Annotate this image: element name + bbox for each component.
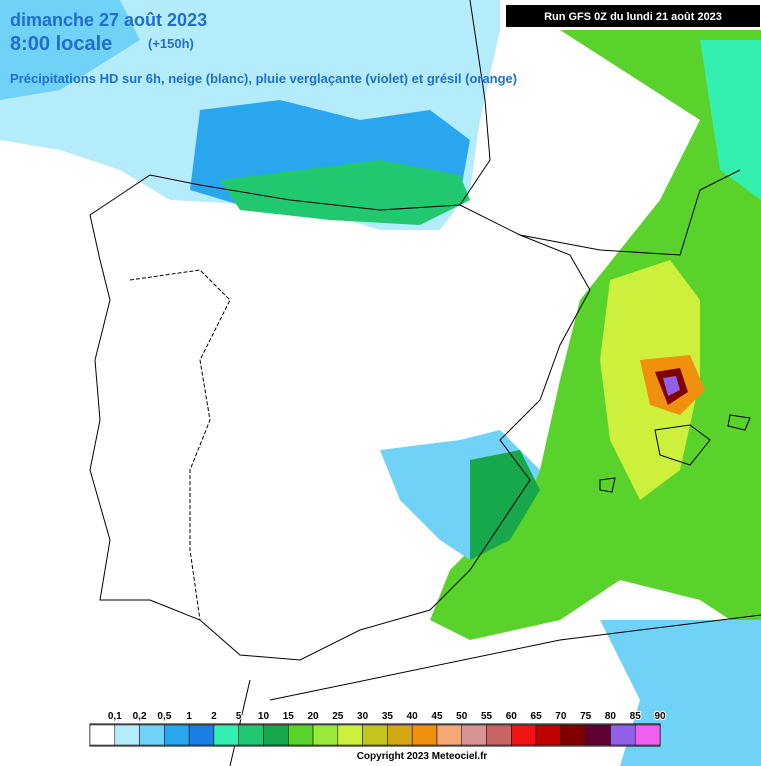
legend-label: 15 [283, 711, 295, 722]
legend-label: 60 [506, 711, 518, 722]
lead-time: (+150h) [148, 36, 194, 51]
legend-label: 30 [357, 711, 369, 722]
legend-swatch [461, 724, 487, 746]
legend-swatch [188, 724, 215, 746]
legend-label: 0,2 [133, 711, 147, 722]
legend-swatch [288, 724, 314, 746]
legend-label: 1 [186, 711, 192, 722]
legend-label: 90 [654, 711, 666, 722]
legend-label: 70 [555, 711, 567, 722]
legend-swatch [213, 724, 239, 746]
legend-label: 20 [307, 711, 319, 722]
time: 8:00 locale [10, 33, 112, 55]
legend-swatch [634, 724, 661, 746]
legend-swatch [560, 724, 586, 746]
run-box [506, 5, 760, 27]
copyright: Copyright 2023 Meteociel.fr [357, 751, 488, 762]
legend-swatch [411, 724, 438, 746]
legend-swatch [511, 724, 537, 746]
legend-swatch [362, 724, 388, 746]
legend-swatch [535, 724, 562, 746]
legend-swatch [89, 724, 116, 746]
legend-label: 75 [580, 711, 592, 722]
legend-label: 0,1 [108, 711, 122, 722]
legend: 0,1 0,2 0,5 1 2 5 10 15 20 25 30 35 40 45 50 55 60 65 70 75… [89, 710, 667, 747]
legend-swatch [312, 724, 339, 746]
legend-swatch [164, 724, 190, 746]
legend-swatch [585, 724, 611, 746]
legend-label: 85 [630, 711, 642, 722]
legend-swatch [610, 724, 636, 746]
country-borders [89, 0, 761, 766]
legend-swatch [238, 724, 264, 746]
legend-label: 40 [407, 711, 419, 722]
legend-label: 2 [211, 711, 217, 722]
run-label: Run GFS 0Z du lundi 21 août 2023 [544, 11, 722, 23]
legend-swatch [114, 724, 140, 746]
legend-swatch [263, 724, 289, 746]
legend-label: 10 [258, 711, 270, 722]
legend-swatch [337, 724, 363, 746]
legend-label: 25 [332, 711, 344, 722]
legend-label: 45 [431, 711, 443, 722]
legend-label: 50 [456, 711, 468, 722]
legend-swatch [139, 724, 165, 746]
legend-label: 80 [605, 711, 617, 722]
legend-swatch [486, 724, 512, 746]
legend-swatch [387, 724, 413, 746]
legend-label: 35 [382, 711, 394, 722]
legend-label: 0,5 [157, 711, 171, 722]
legend-label: 5 [236, 711, 242, 722]
subtitle: Précipitations HD sur 6h, neige (blanc),… [10, 71, 517, 86]
legend-label: 65 [531, 711, 543, 722]
legend-label: 55 [481, 711, 493, 722]
date: dimanche 27 août 2023 [10, 10, 207, 30]
legend-swatch [436, 724, 462, 746]
